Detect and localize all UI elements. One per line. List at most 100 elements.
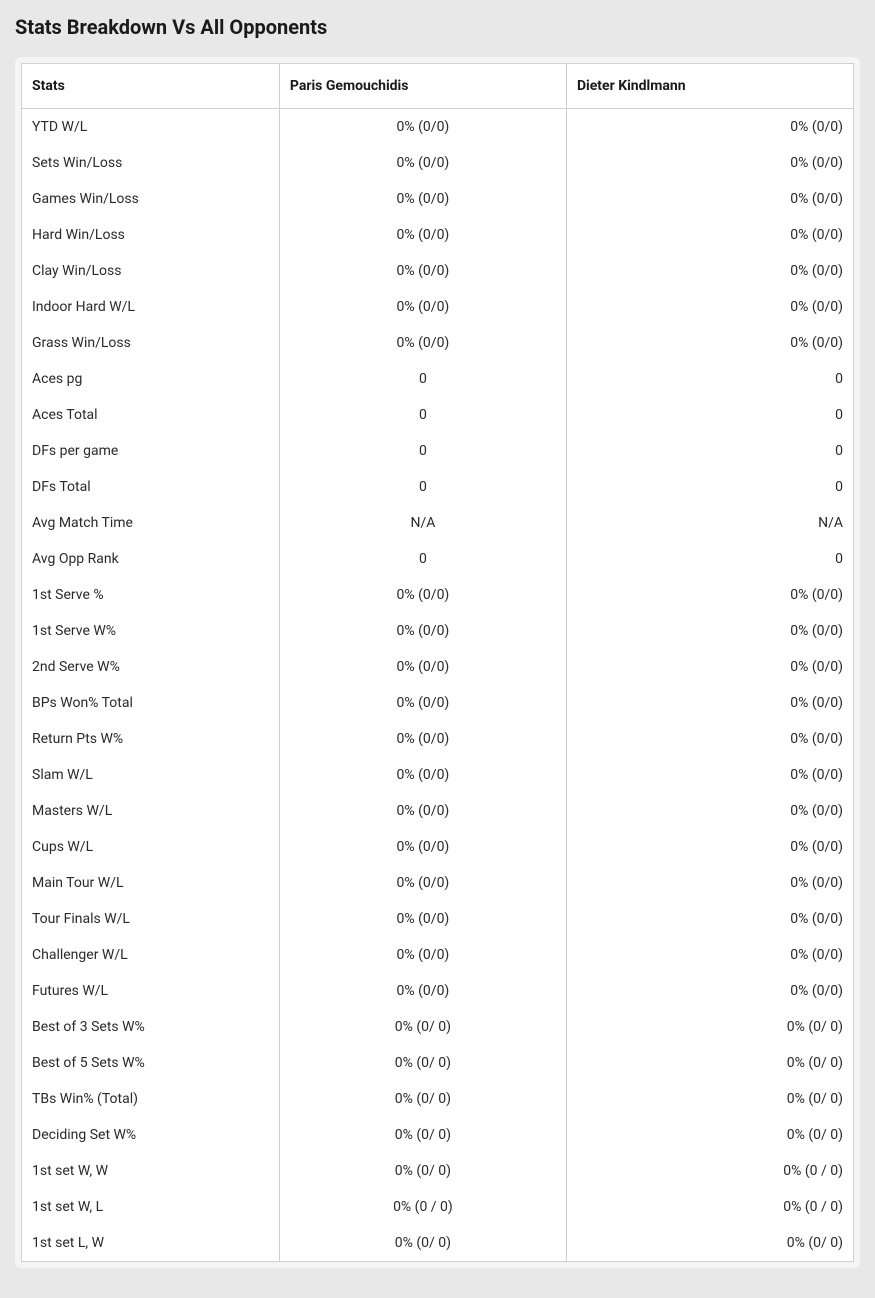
- table-row: Avg Opp Rank00: [22, 541, 854, 577]
- stat-value-player1: 0% (0/ 0): [279, 1009, 566, 1045]
- stat-value-player1: 0% (0 / 0): [279, 1189, 566, 1225]
- stat-label: 1st set L, W: [22, 1225, 280, 1262]
- col-header-player2: Dieter Kindlmann: [566, 64, 853, 109]
- stat-value-player2: 0: [566, 361, 853, 397]
- stat-value-player1: 0% (0/0): [279, 649, 566, 685]
- stat-value-player1: 0% (0/0): [279, 325, 566, 361]
- stat-label: Avg Match Time: [22, 505, 280, 541]
- stat-label: Futures W/L: [22, 973, 280, 1009]
- stat-value-player1: 0% (0/0): [279, 577, 566, 613]
- stat-value-player1: 0% (0/0): [279, 901, 566, 937]
- stat-value-player2: 0% (0/0): [566, 793, 853, 829]
- stat-value-player2: 0% (0/0): [566, 865, 853, 901]
- stat-value-player1: 0: [279, 541, 566, 577]
- stat-value-player1: 0% (0/0): [279, 253, 566, 289]
- stat-value-player2: 0: [566, 397, 853, 433]
- table-row: Futures W/L0% (0/0)0% (0/0): [22, 973, 854, 1009]
- stat-label: Hard Win/Loss: [22, 217, 280, 253]
- stat-value-player1: 0% (0/ 0): [279, 1117, 566, 1153]
- table-row: 2nd Serve W%0% (0/0)0% (0/0): [22, 649, 854, 685]
- stat-value-player1: 0% (0/0): [279, 613, 566, 649]
- stat-label: Games Win/Loss: [22, 181, 280, 217]
- table-row: Grass Win/Loss0% (0/0)0% (0/0): [22, 325, 854, 361]
- stat-value-player2: 0: [566, 541, 853, 577]
- table-row: Return Pts W%0% (0/0)0% (0/0): [22, 721, 854, 757]
- stat-value-player2: 0% (0/0): [566, 217, 853, 253]
- stat-value-player2: 0% (0/0): [566, 577, 853, 613]
- table-row: DFs Total00: [22, 469, 854, 505]
- table-row: Main Tour W/L0% (0/0)0% (0/0): [22, 865, 854, 901]
- stat-label: Aces pg: [22, 361, 280, 397]
- stat-label: Deciding Set W%: [22, 1117, 280, 1153]
- stat-value-player1: 0% (0/0): [279, 685, 566, 721]
- stat-value-player2: 0% (0/0): [566, 109, 853, 146]
- stat-value-player1: 0% (0/0): [279, 865, 566, 901]
- table-row: Aces Total00: [22, 397, 854, 433]
- stats-table-container: Stats Paris Gemouchidis Dieter Kindlmann…: [15, 57, 860, 1268]
- stat-value-player1: 0: [279, 433, 566, 469]
- table-row: Clay Win/Loss0% (0/0)0% (0/0): [22, 253, 854, 289]
- stat-label: Masters W/L: [22, 793, 280, 829]
- table-row: Best of 5 Sets W%0% (0/ 0)0% (0/ 0): [22, 1045, 854, 1081]
- stat-value-player1: 0% (0/0): [279, 757, 566, 793]
- stat-label: Best of 5 Sets W%: [22, 1045, 280, 1081]
- stat-value-player2: 0% (0/0): [566, 181, 853, 217]
- table-row: Best of 3 Sets W%0% (0/ 0)0% (0/ 0): [22, 1009, 854, 1045]
- stat-value-player2: 0: [566, 433, 853, 469]
- stat-value-player1: 0: [279, 361, 566, 397]
- stat-label: 1st set W, L: [22, 1189, 280, 1225]
- table-row: 1st set L, W0% (0/ 0)0% (0/ 0): [22, 1225, 854, 1262]
- stat-value-player1: 0% (0/0): [279, 289, 566, 325]
- stat-label: DFs Total: [22, 469, 280, 505]
- table-row: 1st Serve %0% (0/0)0% (0/0): [22, 577, 854, 613]
- stat-label: Clay Win/Loss: [22, 253, 280, 289]
- stat-value-player1: 0% (0/0): [279, 145, 566, 181]
- stat-label: Challenger W/L: [22, 937, 280, 973]
- table-row: Slam W/L0% (0/0)0% (0/0): [22, 757, 854, 793]
- stat-value-player2: 0% (0/0): [566, 685, 853, 721]
- stat-value-player2: 0% (0/0): [566, 829, 853, 865]
- table-row: Challenger W/L0% (0/0)0% (0/0): [22, 937, 854, 973]
- stat-label: Indoor Hard W/L: [22, 289, 280, 325]
- stat-value-player2: 0% (0/ 0): [566, 1081, 853, 1117]
- stat-label: Return Pts W%: [22, 721, 280, 757]
- stat-label: 2nd Serve W%: [22, 649, 280, 685]
- stat-value-player2: 0% (0/ 0): [566, 1225, 853, 1262]
- stat-value-player1: 0% (0/0): [279, 181, 566, 217]
- stat-label: Avg Opp Rank: [22, 541, 280, 577]
- stat-label: YTD W/L: [22, 109, 280, 146]
- stat-label: Cups W/L: [22, 829, 280, 865]
- table-row: Masters W/L0% (0/0)0% (0/0): [22, 793, 854, 829]
- stat-value-player2: 0% (0/0): [566, 253, 853, 289]
- stat-value-player1: 0% (0/ 0): [279, 1081, 566, 1117]
- stat-value-player2: 0% (0/ 0): [566, 1117, 853, 1153]
- stat-value-player1: 0% (0/0): [279, 721, 566, 757]
- page-title: Stats Breakdown Vs All Opponents: [15, 15, 860, 39]
- stat-value-player1: 0% (0/ 0): [279, 1225, 566, 1262]
- stat-label: Grass Win/Loss: [22, 325, 280, 361]
- stat-label: 1st set W, W: [22, 1153, 280, 1189]
- stat-value-player1: 0% (0/0): [279, 109, 566, 146]
- table-row: Tour Finals W/L0% (0/0)0% (0/0): [22, 901, 854, 937]
- table-row: Cups W/L0% (0/0)0% (0/0): [22, 829, 854, 865]
- stat-value-player2: 0% (0/0): [566, 973, 853, 1009]
- stat-label: Sets Win/Loss: [22, 145, 280, 181]
- stat-label: Best of 3 Sets W%: [22, 1009, 280, 1045]
- stat-value-player1: 0% (0/ 0): [279, 1045, 566, 1081]
- table-row: Games Win/Loss0% (0/0)0% (0/0): [22, 181, 854, 217]
- stat-value-player2: 0% (0/0): [566, 649, 853, 685]
- stat-value-player1: 0% (0/0): [279, 829, 566, 865]
- stat-label: BPs Won% Total: [22, 685, 280, 721]
- stat-value-player2: 0% (0/0): [566, 145, 853, 181]
- stat-label: Aces Total: [22, 397, 280, 433]
- col-header-stats: Stats: [22, 64, 280, 109]
- stats-table: Stats Paris Gemouchidis Dieter Kindlmann…: [21, 63, 854, 1262]
- table-row: Sets Win/Loss0% (0/0)0% (0/0): [22, 145, 854, 181]
- table-row: 1st Serve W%0% (0/0)0% (0/0): [22, 613, 854, 649]
- table-header-row: Stats Paris Gemouchidis Dieter Kindlmann: [22, 64, 854, 109]
- table-row: YTD W/L0% (0/0)0% (0/0): [22, 109, 854, 146]
- table-row: Indoor Hard W/L0% (0/0)0% (0/0): [22, 289, 854, 325]
- stat-value-player1: 0: [279, 397, 566, 433]
- stat-value-player1: 0% (0/0): [279, 937, 566, 973]
- stat-value-player2: 0% (0 / 0): [566, 1153, 853, 1189]
